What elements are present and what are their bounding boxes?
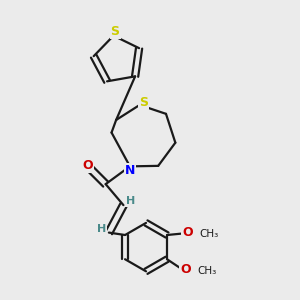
Text: S: S — [111, 25, 120, 38]
Text: O: O — [180, 263, 191, 276]
Text: O: O — [82, 159, 93, 172]
Text: H: H — [126, 196, 135, 206]
Text: S: S — [139, 96, 148, 109]
Text: N: N — [125, 164, 135, 177]
Text: O: O — [182, 226, 193, 239]
Text: H: H — [97, 224, 106, 234]
Text: CH₃: CH₃ — [199, 229, 219, 239]
Text: CH₃: CH₃ — [197, 266, 216, 276]
